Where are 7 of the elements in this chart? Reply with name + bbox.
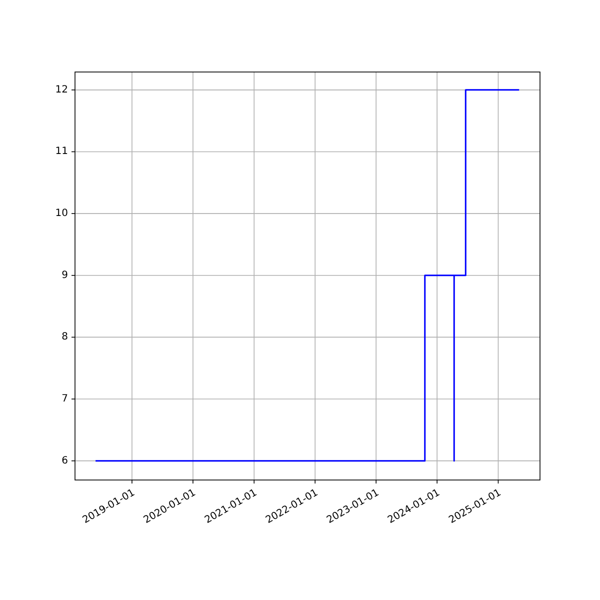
y-tick-label: 7	[62, 394, 68, 405]
y-tick-label: 11	[55, 146, 68, 158]
y-tick-label: 12	[55, 84, 68, 96]
y-tick-label: 8	[62, 332, 68, 343]
y-tick-label: 10	[55, 208, 68, 220]
y-tick-label: 6	[62, 455, 68, 466]
y-tick-label: 9	[62, 270, 68, 281]
